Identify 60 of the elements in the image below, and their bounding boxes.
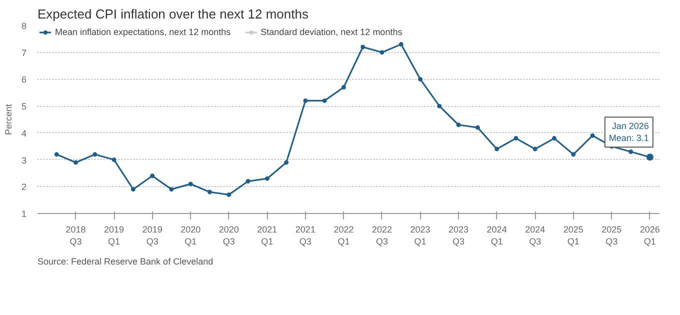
point [514,136,518,141]
point [571,152,576,157]
y-axis-title: Percent [3,103,14,136]
y-tick-label: 2 [21,182,27,192]
x-tick-label: 2025 Q1 [563,224,584,246]
point [322,98,327,103]
point [552,136,556,141]
y-tick-label: 3 [21,155,27,166]
source-note: Source: Federal Reserve Bank of Cleveland [38,256,214,266]
x-tick-label: 2026 Q1 [640,224,660,246]
legend-label: Mean inflation expectations, next 12 months [55,27,231,37]
x-tick-label: 2023 Q3 [448,224,469,246]
point [246,179,250,184]
point [398,42,404,47]
point [437,104,442,108]
point [380,50,384,55]
point [150,174,155,178]
x-tick-label: 2021 Q1 [257,224,278,246]
point [475,125,480,130]
x-tick-label: 2021 Q3 [295,224,316,246]
point [494,146,500,152]
chart-title: Expected CPI inflation over the next 12 months [38,6,309,22]
point [264,176,270,181]
point [92,152,98,157]
x-tick-label: 2024 Q1 [486,224,507,246]
point [303,98,308,103]
point [456,122,461,128]
point [360,44,366,50]
x-tick-label: 2024 Q3 [525,224,546,246]
point [226,192,232,197]
point [130,187,136,192]
x-tick-label: 2025 Q3 [602,224,622,246]
x-tick-label: 2022 Q1 [334,224,354,246]
point [590,133,595,138]
point [169,187,174,192]
point [284,160,289,165]
x-tick-label: 2019 Q1 [104,224,124,246]
point [207,190,212,194]
point [188,182,193,186]
point [54,152,59,157]
point [74,160,78,165]
point [532,146,538,152]
annotation: Jan 2026 Mean: 3.1 [608,121,649,144]
y-tick-label: 1 [21,209,27,219]
x-tick-label: 2020 Q3 [218,224,239,246]
x-tick-label: 2018 Q3 [66,224,86,246]
point [628,149,634,154]
y-tick-label: 6 [21,74,27,85]
y-tick-label: 5 [21,102,27,112]
x-tick-label: 2019 Q3 [142,224,162,246]
x-tick-label: 2020 Q1 [180,224,201,246]
y-tick-label: 7 [21,48,27,58]
x-tick-label: 2022 Q3 [372,224,392,246]
y-tick-label: 4 [21,128,27,138]
point [341,85,346,90]
point [418,76,423,82]
x-tick-label: 2023 Q1 [410,224,430,246]
y-tick-label: 8 [21,21,27,31]
point [112,158,116,162]
legend-label: Standard deviation, next 12 months [260,27,402,37]
